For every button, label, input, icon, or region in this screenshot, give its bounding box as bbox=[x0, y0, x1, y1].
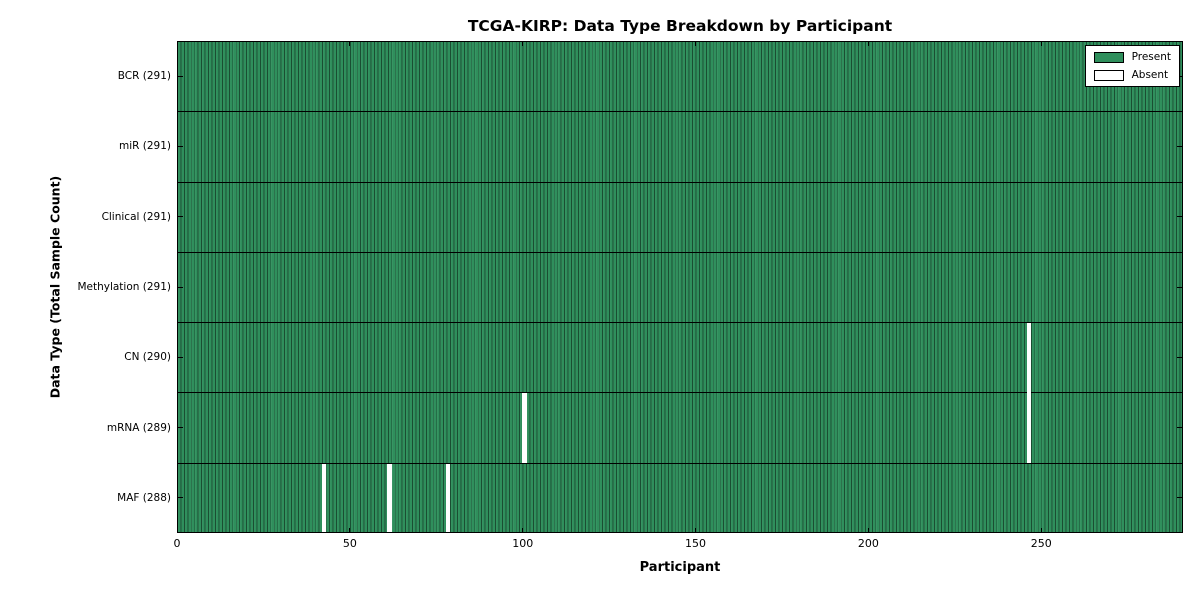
row-cn bbox=[177, 322, 1183, 393]
y-tick-left-maf bbox=[177, 497, 183, 499]
y-tick-left-mir bbox=[177, 145, 183, 147]
legend-entry-absent: Absent bbox=[1093, 69, 1171, 81]
x-tick-label-0: 0 bbox=[173, 537, 181, 550]
legend-swatch-absent-icon bbox=[1093, 69, 1124, 81]
y-tick-left-methylation bbox=[177, 286, 183, 288]
y-tick-label-mrna: mRNA (289) bbox=[106, 421, 171, 434]
absent-marker-mrna-100 bbox=[522, 393, 527, 463]
legend-entry-present: Present bbox=[1093, 51, 1171, 63]
x-tick-top-100 bbox=[522, 41, 524, 46]
y-tick-right-methylation bbox=[1177, 286, 1183, 288]
x-tick-label-250: 250 bbox=[1030, 537, 1052, 550]
row-clinical bbox=[177, 181, 1183, 252]
plot-area: Present Absent bbox=[176, 41, 1183, 533]
x-tick-label-100: 100 bbox=[512, 537, 534, 550]
y-tick-right-clinical bbox=[1177, 216, 1183, 218]
x-tick-label-200: 200 bbox=[857, 537, 879, 550]
row-bcr bbox=[177, 41, 1183, 112]
x-axis-label: Participant bbox=[639, 560, 721, 575]
y-tick-label-methylation: Methylation (291) bbox=[77, 281, 171, 293]
row-mrna bbox=[177, 392, 1183, 463]
x-tick-bottom-50 bbox=[349, 528, 351, 533]
x-tick-label-150: 150 bbox=[685, 537, 707, 550]
row-methylation bbox=[177, 251, 1183, 323]
x-tick-bottom-100 bbox=[522, 528, 524, 533]
y-tick-left-cn bbox=[177, 356, 183, 358]
row-maf bbox=[177, 462, 1183, 533]
absent-marker-mrna-246 bbox=[1027, 392, 1032, 463]
y-tick-right-cn bbox=[1177, 356, 1183, 358]
legend-label-absent: Absent bbox=[1131, 69, 1169, 81]
y-tick-left-bcr bbox=[177, 75, 183, 77]
x-tick-label-50: 50 bbox=[342, 537, 357, 550]
absent-marker-maf-78 bbox=[446, 463, 451, 533]
x-tick-top-150 bbox=[695, 41, 697, 46]
y-tick-label-cn: CN (290) bbox=[124, 351, 171, 364]
absent-marker-cn-246 bbox=[1027, 323, 1032, 393]
y-tick-label-maf: MAF (288) bbox=[117, 491, 171, 504]
x-tick-top-50 bbox=[349, 41, 351, 46]
legend-label-present: Present bbox=[1131, 51, 1171, 63]
legend: Present Absent bbox=[1084, 45, 1180, 87]
y-tick-right-mrna bbox=[1177, 427, 1183, 429]
y-tick-left-clinical bbox=[177, 216, 183, 218]
y-tick-label-mir: miR (291) bbox=[118, 140, 171, 153]
y-axis-label: Data Type (Total Sample Count) bbox=[47, 175, 63, 399]
y-tick-label-clinical: Clinical (291) bbox=[101, 210, 171, 223]
row-mir bbox=[177, 111, 1183, 182]
absent-marker-maf-42 bbox=[321, 463, 327, 533]
y-tick-right-maf bbox=[1177, 497, 1183, 499]
y-tick-label-bcr: BCR (291) bbox=[117, 70, 171, 83]
absent-marker-maf-61 bbox=[387, 463, 392, 533]
x-tick-bottom-150 bbox=[695, 528, 697, 533]
x-tick-top-0 bbox=[176, 41, 178, 46]
y-tick-right-mir bbox=[1177, 145, 1183, 147]
legend-swatch-present-icon bbox=[1093, 51, 1124, 63]
x-tick-bottom-200 bbox=[867, 528, 869, 533]
x-tick-bottom-250 bbox=[1040, 528, 1042, 533]
x-tick-top-250 bbox=[1040, 41, 1042, 46]
x-tick-bottom-0 bbox=[176, 528, 178, 533]
y-tick-right-bcr bbox=[1177, 75, 1183, 77]
chart-title: TCGA-KIRP: Data Type Breakdown by Partic… bbox=[467, 17, 893, 35]
y-tick-left-mrna bbox=[177, 427, 183, 429]
x-tick-top-200 bbox=[867, 41, 869, 46]
